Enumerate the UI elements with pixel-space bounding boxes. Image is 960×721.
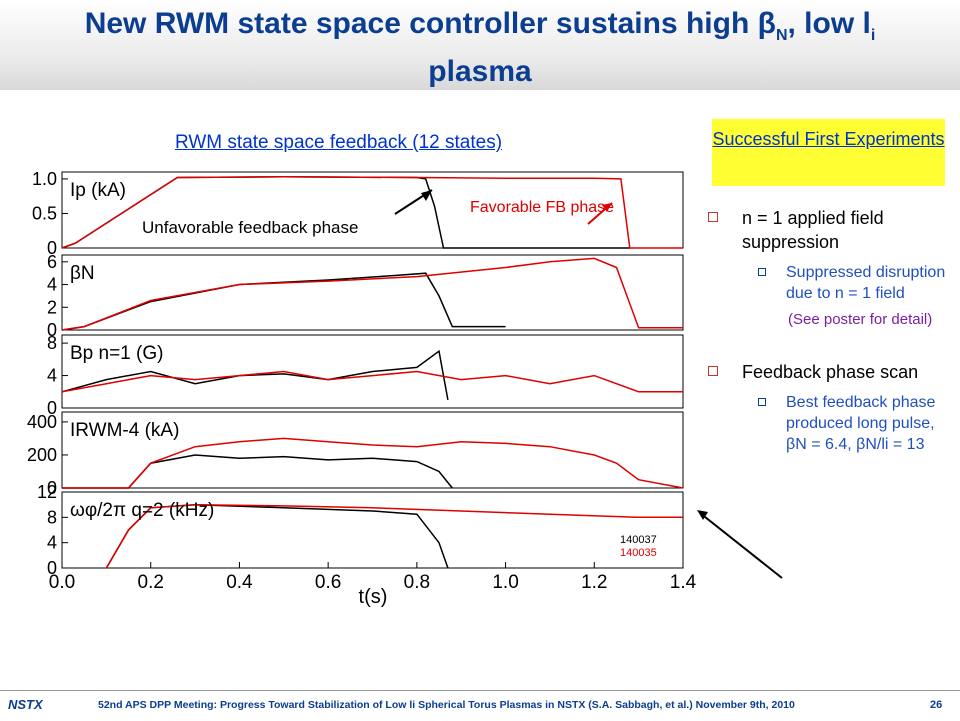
sub-bullet-1: Suppressed disruption due to n = 1 field [708,262,948,304]
series-line-140037 [61,349,449,401]
bullet-2: Feedback phase scan [708,360,948,384]
panel-label: IRWM-4 (kA) [70,420,179,441]
panel-frame [61,411,684,489]
x-tick-label: 0.8 [404,572,430,593]
y-tick-label: 12 [37,482,57,502]
x-tick-label: 0.2 [138,572,164,593]
bullet-list: n = 1 applied field suppression Suppress… [708,206,948,461]
page-number: 26 [930,699,943,711]
x-tick-label: 0.4 [226,572,253,593]
pointer-arrow [699,512,783,579]
arrow-head [697,510,708,520]
series-line-140035 [61,370,683,393]
beta-symbol: β [757,7,776,40]
panel-frame [61,254,684,331]
experiments-callout: Successful First Experiments [712,119,945,186]
y-tick-label: 8 [47,333,57,353]
y-tick-label: 2 [47,297,57,317]
annotation-bg [135,214,405,240]
arrow-head [602,203,612,212]
series-line-140035 [61,176,683,249]
y-tick-label: 0 [47,478,57,498]
y-tick-label: 0 [47,320,57,340]
legend-140037: 140037 [620,534,657,546]
arrow-head [421,190,432,201]
y-tick-label: 8 [47,507,57,527]
bullet-marker [758,268,766,276]
panel-label: ωφ/2π q=2 (kHz) [70,500,214,521]
x-tick-label: 0.0 [49,572,75,593]
sub-bullet-2: Best feedback phase produced long pulse,… [708,392,948,455]
x-axis-label: t(s) [359,586,388,608]
page-title: New RWM state space controller sustains … [84,7,876,88]
title-bar: New RWM state space controller sustains … [0,0,960,90]
x-tick-label: 1.2 [581,572,607,593]
legend-140035: 140035 [620,547,657,559]
x-tick-label: 0.6 [315,572,341,593]
panel-label: Bp n=1 (G) [70,343,163,364]
y-tick-label: 200 [27,445,57,465]
x-tick-label: 1.0 [492,572,518,593]
chart-subheading: RWM state space feedback (12 states) [175,132,503,153]
series-line-140035 [105,503,683,569]
bullet-marker [708,366,718,376]
y-tick-label: 400 [27,412,57,432]
bullet-1: n = 1 applied field suppression [708,206,948,254]
y-tick-label: 0 [47,238,57,258]
nstx-logo: NSTX [8,697,43,712]
y-tick-label: 4 [47,275,57,295]
bullet-marker [708,212,718,222]
y-tick-label: 0 [47,398,57,418]
annotation-favorable: Favorable FB phase [470,199,614,216]
bullet-marker [758,398,766,406]
annotation-bg [462,194,607,240]
poster-note: (See poster for detail) [788,311,933,328]
panel-frame [61,491,684,569]
series-line-140035 [62,437,684,489]
footer-text: 52nd APS DPP Meeting: Progress Toward St… [98,699,795,711]
y-tick-label: 4 [47,533,57,553]
panel-label: βN [70,263,95,284]
y-tick-label: 0.5 [32,203,57,223]
y-tick-label: 1.0 [32,169,57,189]
y-tick-label: 6 [47,252,57,272]
annotation-unfavorable: Unfavorable feedback phase [142,218,358,237]
footer: NSTX 52nd APS DPP Meeting: Progress Towa… [0,690,960,721]
y-tick-label: 4 [47,366,57,386]
series-line-140035 [61,257,683,331]
panel-label: Ip (kA) [70,180,126,201]
y-tick-label: 0 [47,558,57,578]
x-tick-label: 1.4 [670,572,697,593]
